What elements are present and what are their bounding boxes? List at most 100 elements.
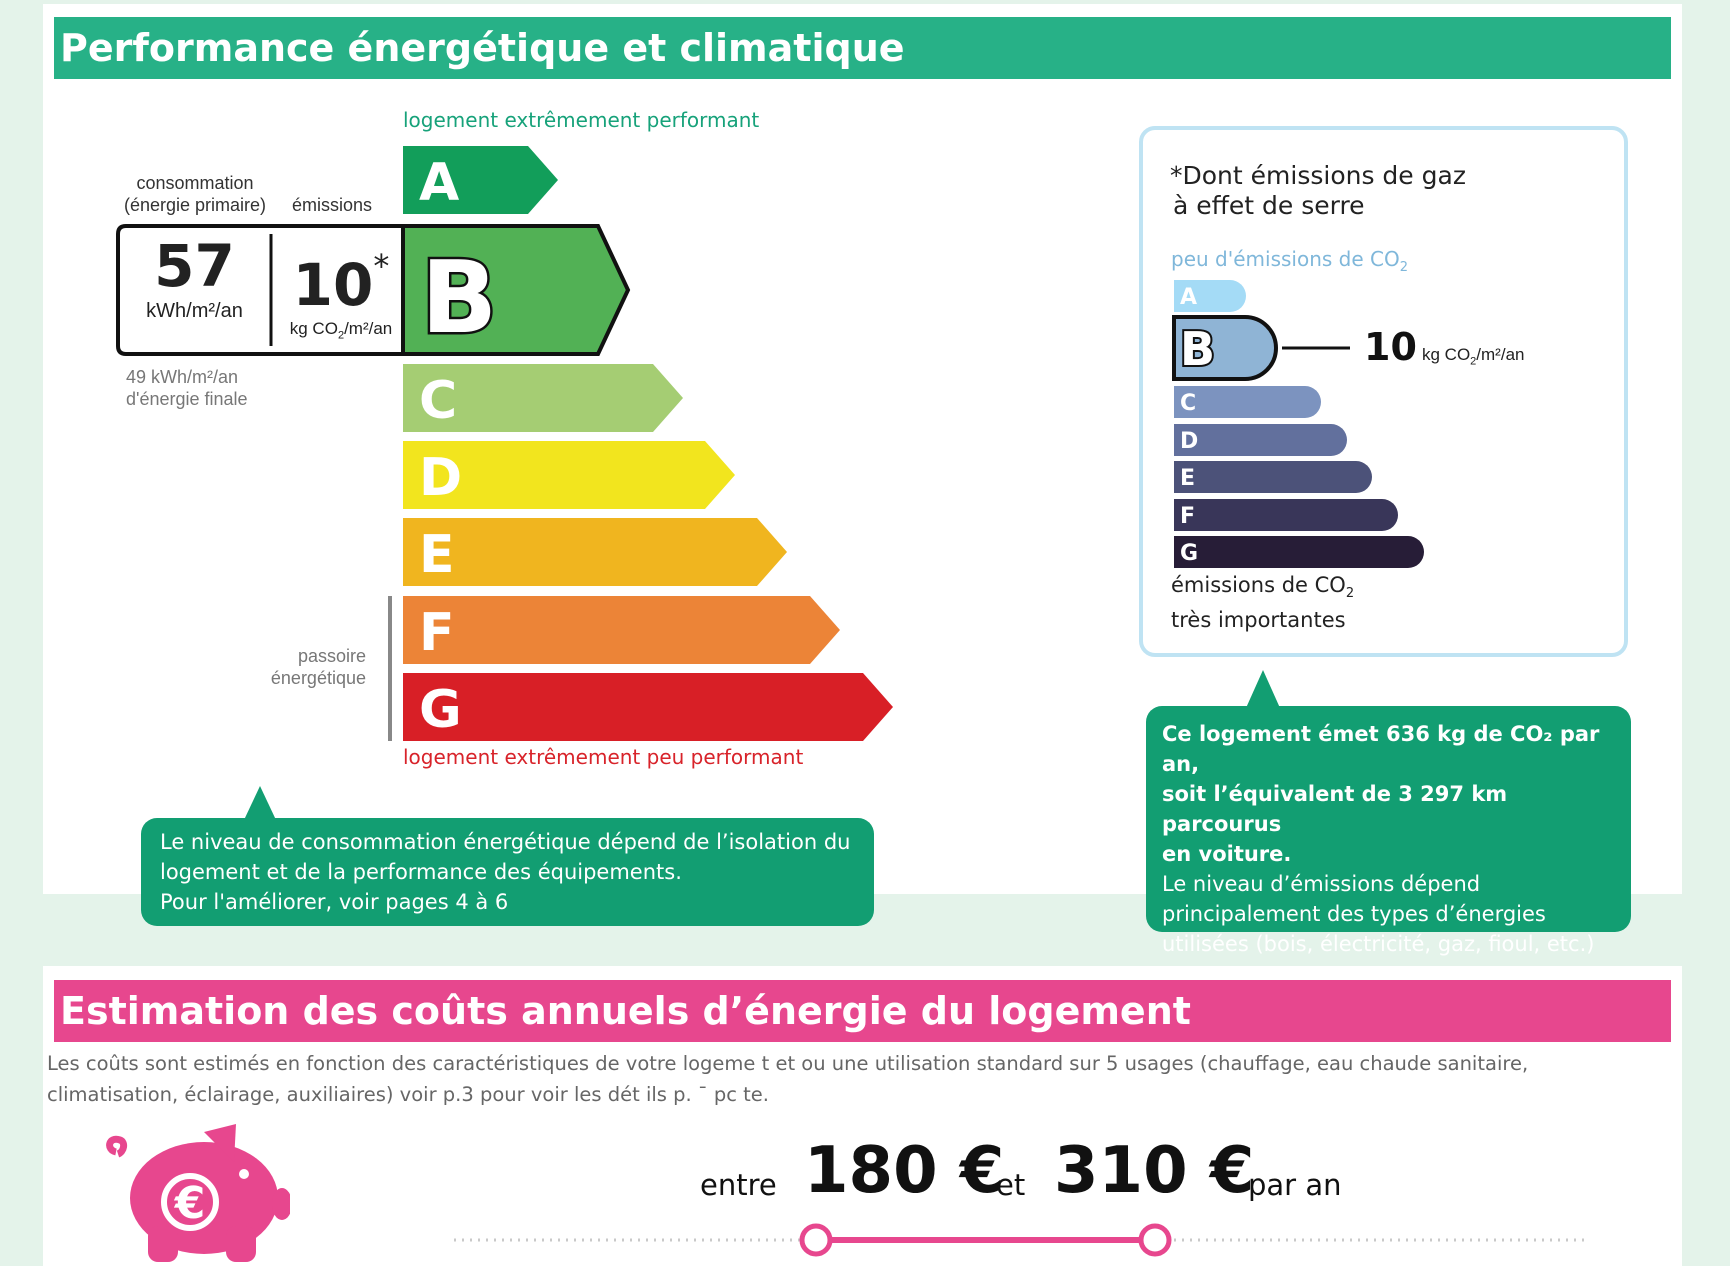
co2-unit-prefix: kg CO xyxy=(1421,345,1471,364)
co2-value: 10 xyxy=(1364,325,1417,369)
energy-class-d-arrow xyxy=(403,441,735,509)
energy-class-f-label: F xyxy=(419,603,455,663)
co2-value-label: 10 kg CO2/m²/an xyxy=(1364,325,1524,369)
min-cost: 180 € xyxy=(804,1134,1005,1208)
slider-min-handle xyxy=(799,1223,833,1257)
energy-class-g-arrow xyxy=(403,673,893,741)
co2-class-d-label: D xyxy=(1180,429,1198,454)
co2-bubble-line-4: Le niveau d’émissions dépend xyxy=(1162,872,1481,896)
emissions-unit-suffix: /m²/an xyxy=(344,319,393,338)
slider-max-handle xyxy=(1138,1223,1172,1257)
top-caption: logement extrêmement performant xyxy=(403,108,760,132)
consumption-label-2: (énergie primaire) xyxy=(123,195,267,215)
cost-description-2: climatisation, éclairage, auxiliaires) v… xyxy=(47,1083,770,1106)
final-energy-1: 49 kWh/m²/an xyxy=(126,367,239,387)
passoire-label: passoire énergétique xyxy=(250,645,366,689)
emissions-label: émissions xyxy=(292,195,373,215)
co2-bubble-line-1: Ce logement émet 636 kg de CO₂ par an, xyxy=(1162,722,1600,776)
emissions-unit: kg CO2/m²/an xyxy=(276,319,406,341)
energy-class-b-arrow xyxy=(401,224,631,356)
co2-class-a-label: A xyxy=(1180,285,1197,310)
co2-class-f-bar xyxy=(1174,499,1398,531)
co2-title-2: à effet de serre xyxy=(1173,191,1365,220)
bubble-line-3: Pour l'améliorer, voir pages 4 à 6 xyxy=(160,890,509,914)
cost-range: entre 180 € et 310 € par an xyxy=(700,1134,1380,1214)
co2-title: *Dont émissions de gaz à effet de serre xyxy=(1170,161,1466,221)
cost-description-1: Les coûts sont estimés en fonction des c… xyxy=(47,1052,1529,1075)
emissions-star: * xyxy=(373,247,390,285)
energy-section-title: Performance énergétique et climatique xyxy=(54,17,1671,79)
co2-bubble-line-2: soit l’équivalent de 3 297 km parcourus xyxy=(1162,782,1508,836)
energy-class-b-label: B xyxy=(421,239,497,356)
cost-range-slider xyxy=(454,1223,1586,1257)
energy-class-a-label: A xyxy=(419,153,459,213)
cost-section-title: Estimation des coûts annuels d’énergie d… xyxy=(54,980,1671,1042)
co2-bubble-line-5: principalement des types d’énergies xyxy=(1162,902,1546,926)
piggy-euro-symbol: € xyxy=(174,1178,206,1229)
word-and: et xyxy=(996,1168,1026,1202)
co2-class-a-bar xyxy=(1174,280,1246,312)
co2-unit-suffix: /m²/an xyxy=(1476,345,1525,364)
co2-class-f-label: F xyxy=(1180,504,1195,529)
energy-class-c-arrow xyxy=(403,364,683,432)
energy-class-e-label: E xyxy=(419,525,455,585)
co2-unit-sub: 2 xyxy=(1470,355,1477,368)
co2-bottom-caption: émissions de CO2 très importantes xyxy=(1171,572,1354,634)
co2-class-b-bar xyxy=(1172,315,1278,381)
co2-bubble-line-6: utilisées (bois, électricité, gaz, fioul… xyxy=(1162,932,1595,956)
co2-class-c-bar xyxy=(1174,386,1321,418)
word-per-year: par an xyxy=(1248,1168,1342,1202)
emissions-value-wrap: 10* xyxy=(276,232,406,319)
co2-class-d-bar xyxy=(1174,424,1347,456)
value-box-outline xyxy=(116,224,403,356)
co2-top-caption: peu d'émissions de CO2 xyxy=(1171,247,1408,275)
co2-class-e-label: E xyxy=(1180,466,1195,491)
passoire-bar xyxy=(388,596,392,741)
co2-class-g-bar xyxy=(1174,536,1424,568)
piggy-bank-icon: € xyxy=(106,1124,290,1262)
energy-class-c-label: C xyxy=(419,371,457,431)
co2-class-g-label: G xyxy=(1180,541,1198,566)
co2-class-c-label: C xyxy=(1180,391,1196,416)
energy-class-d-label: D xyxy=(419,448,462,508)
emissions-unit-prefix: kg CO xyxy=(289,319,338,338)
energy-class-f-arrow xyxy=(403,596,840,664)
energy-class-g-label: G xyxy=(419,680,462,740)
co2-info-bubble: Ce logement émet 636 kg de CO₂ par an, s… xyxy=(1146,706,1631,956)
bubble-pointer xyxy=(244,786,276,820)
emissions-cell: 10* kg CO2/m²/an xyxy=(276,232,406,341)
consumption-value: 57 xyxy=(154,232,235,300)
co2-class-e-bar xyxy=(1174,461,1372,493)
co2-title-1: *Dont émissions de gaz xyxy=(1170,161,1466,190)
co2-class-b-label: B xyxy=(1180,322,1215,376)
max-cost: 310 € xyxy=(1054,1134,1255,1208)
consumption-info-bubble: Le niveau de consommation énergétique dé… xyxy=(141,818,874,926)
cost-description: Les coûts sont estimés en fonction des c… xyxy=(47,1048,1677,1110)
energy-class-e-arrow xyxy=(403,518,787,586)
co2-bubble-pointer xyxy=(1246,670,1280,708)
consumption-label-1: consommation xyxy=(136,173,254,193)
co2-bubble-line-3: en voiture. xyxy=(1162,842,1292,866)
bottom-caption: logement extrêmement peu performant xyxy=(403,745,804,769)
emissions-unit-sub: 2 xyxy=(337,329,345,342)
consumption-cell: 57 kWh/m²/an xyxy=(122,232,267,323)
word-between: entre xyxy=(700,1168,777,1202)
co2-unit: kg CO2/m²/an xyxy=(1421,345,1525,368)
consumption-label: consommation (énergie primaire) xyxy=(120,172,270,216)
energy-class-a-arrow xyxy=(403,146,558,214)
bubble-line-2: logement et de la performance des équipe… xyxy=(160,860,682,884)
final-energy-2: d'énergie finale xyxy=(126,389,248,409)
co2-top-caption-text: peu d'émissions de CO xyxy=(1171,247,1400,271)
passoire-2: énergétique xyxy=(270,668,366,688)
co2-bottom-caption-text: émissions de CO xyxy=(1171,573,1346,597)
consumption-unit: kWh/m²/an xyxy=(146,300,243,322)
co2-bottom-caption-line2: très importantes xyxy=(1171,608,1346,633)
final-energy: 49 kWh/m²/an d'énergie finale xyxy=(126,366,248,410)
passoire-1: passoire xyxy=(297,646,366,666)
co2-bottom-caption-sub: 2 xyxy=(1345,586,1355,602)
co2-bottom-caption-line1: émissions de CO2 xyxy=(1171,572,1354,607)
co2-top-caption-sub: 2 xyxy=(1399,260,1409,275)
emissions-value: 10 xyxy=(292,251,374,319)
